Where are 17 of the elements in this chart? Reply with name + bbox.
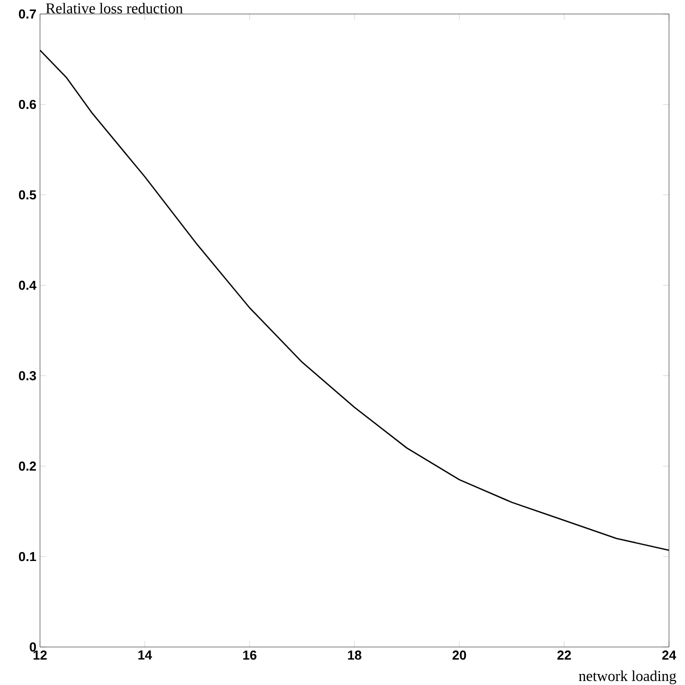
y-tick-label: 0 [30, 642, 36, 652]
y-tick-label: 0.5 [18, 190, 36, 200]
y-tick-label: 0.7 [18, 9, 36, 19]
x-axis-title: network loading [578, 670, 676, 684]
y-axis-title: Relative loss reduction [46, 2, 183, 14]
x-tick-label: 20 [452, 650, 466, 660]
y-tick-label: 0.3 [18, 371, 36, 380]
x-tick-label: 22 [557, 650, 571, 660]
y-tick-label: 0.6 [18, 100, 36, 110]
x-tick-label: 24 [662, 650, 676, 660]
x-tick-label: 14 [138, 650, 152, 660]
y-tick-label: 0.2 [18, 462, 36, 471]
y-tick-label: 0.1 [18, 552, 36, 562]
x-tick-label: 18 [348, 650, 362, 660]
x-tick-label: 12 [34, 650, 47, 660]
x-tick-label: 16 [243, 650, 256, 660]
y-tick-label: 0.4 [18, 280, 36, 290]
